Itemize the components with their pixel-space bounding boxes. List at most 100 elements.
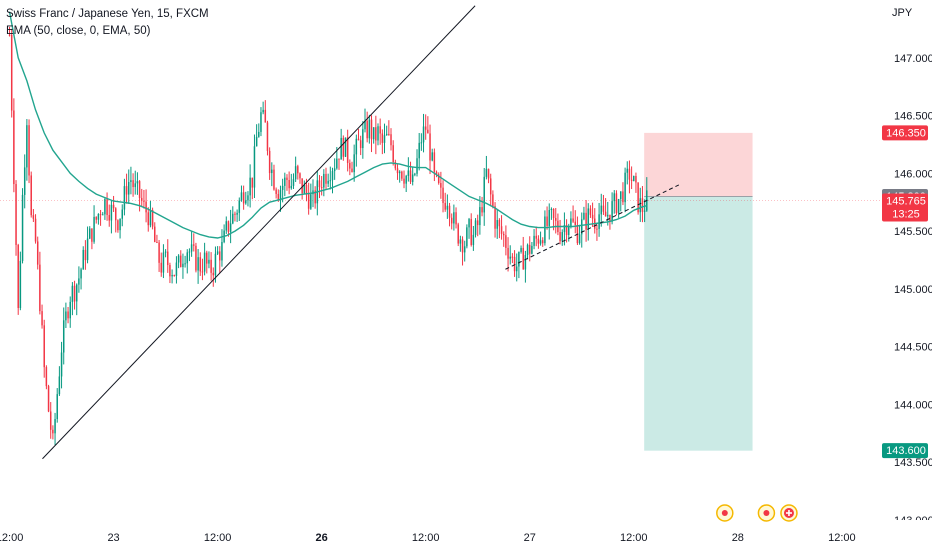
trend-line-solid[interactable]: [42, 5, 476, 460]
candle-body: [496, 220, 498, 229]
candle-body: [318, 180, 321, 188]
candle-body: [15, 184, 17, 245]
candle-body: [494, 206, 496, 229]
candle-body: [225, 221, 228, 231]
candle-body: [67, 311, 69, 319]
candle-body: [177, 255, 180, 263]
candle-body: [156, 241, 158, 243]
candle-body: [424, 126, 427, 130]
candle-body: [368, 119, 371, 139]
candle-body: [336, 158, 338, 169]
candle-body: [236, 212, 238, 215]
candle-body: [104, 199, 106, 215]
price-axis[interactable]: JPY 147.000 146.500 146.000 145.500 145.000 14…: [880, 0, 932, 550]
candle-body: [186, 252, 189, 264]
time-tick-label: 28: [732, 532, 744, 544]
candle-body: [65, 311, 67, 321]
candle-body: [641, 198, 644, 212]
candle-body: [340, 137, 342, 160]
candle-body: [533, 235, 535, 246]
candle-body: [392, 145, 394, 163]
candle-body: [420, 142, 423, 144]
candle-body: [403, 178, 405, 184]
candle-body: [520, 247, 522, 252]
candle-body: [23, 167, 26, 195]
candle-body: [106, 199, 108, 216]
candle-body: [17, 244, 19, 308]
candle-body: [43, 325, 45, 368]
candle-body: [193, 244, 195, 246]
candle-body: [401, 171, 403, 179]
drawn-trend-lines[interactable]: [42, 5, 680, 460]
candle-body: [639, 198, 642, 213]
indicator-label[interactable]: EMA (50, close, 0, EMA, 50): [6, 25, 151, 37]
candle-body: [314, 190, 316, 204]
candle-body: [489, 178, 492, 195]
candle-body: [277, 193, 280, 201]
event-plus-icon[interactable]: [780, 504, 798, 522]
candle-body: [281, 185, 284, 191]
candle-body: [62, 320, 65, 353]
candle-body: [414, 173, 416, 175]
candle-body: [299, 173, 301, 179]
candle-body: [416, 158, 418, 174]
candle-body: [565, 224, 568, 235]
candle-body: [271, 169, 273, 174]
candle-body: [474, 220, 477, 235]
time-tick-label: 27: [524, 532, 536, 544]
candle-body: [643, 210, 646, 212]
candle-body: [99, 214, 102, 216]
candle-body: [125, 186, 128, 195]
stop-loss-zone[interactable]: [644, 132, 753, 197]
candle-body: [310, 194, 312, 209]
candle-body: [574, 221, 577, 225]
candle-body: [409, 170, 412, 182]
candle-body: [141, 197, 143, 201]
candle-body: [247, 195, 249, 201]
candle-body: [154, 226, 156, 242]
candle-body: [80, 269, 82, 279]
candle-body: [297, 166, 299, 174]
time-tick-label: 12:00: [620, 532, 648, 544]
candle-body: [544, 216, 546, 244]
candle-body: [160, 262, 163, 273]
candle-body: [338, 158, 340, 160]
candle-body: [147, 212, 150, 226]
candle-body: [500, 226, 503, 234]
event-icon[interactable]: [716, 504, 734, 522]
candle-body: [353, 154, 355, 173]
position-zones[interactable]: [0, 132, 880, 451]
candle-body: [372, 127, 375, 140]
candle-body: [266, 122, 269, 151]
candle-body: [539, 240, 542, 244]
event-icon[interactable]: [757, 504, 776, 522]
candle-body: [138, 181, 141, 198]
time-tick-label: 12:00: [204, 532, 232, 544]
candle-body: [175, 262, 178, 276]
candle-body: [448, 205, 451, 218]
candle-body: [466, 227, 468, 247]
candle-body: [405, 175, 407, 184]
candle-body: [600, 205, 603, 215]
candle-body: [537, 238, 540, 244]
candle-body: [578, 234, 581, 244]
candle-body: [513, 256, 516, 272]
time-axis[interactable]: 12:00 23 12:00 26 12:00 27 12:00 28 12:00: [0, 520, 932, 550]
price-tick-label: 145.500: [894, 226, 932, 238]
candle-body: [370, 119, 373, 140]
candle-body: [609, 214, 611, 222]
candle-body: [587, 208, 590, 230]
take-profit-zone[interactable]: [644, 196, 753, 451]
candle-body: [331, 171, 334, 181]
candle-body: [212, 272, 215, 276]
candle-body: [214, 253, 217, 276]
candle-body: [518, 251, 520, 267]
candle-body: [362, 129, 364, 149]
event-markers[interactable]: [716, 504, 798, 522]
candle-body: [570, 218, 572, 226]
candle-body: [210, 259, 212, 273]
chart-title[interactable]: Swiss Franc / Japanese Yen, 15, FXCM: [6, 8, 209, 20]
time-axis-bg: [0, 520, 932, 550]
